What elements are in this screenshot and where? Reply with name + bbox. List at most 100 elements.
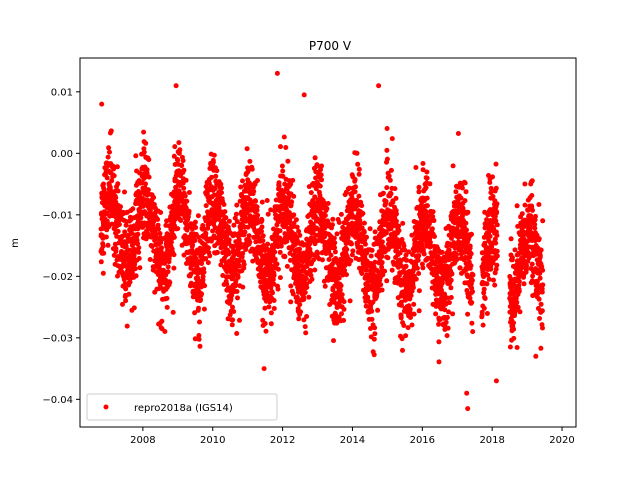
data-point [203, 230, 209, 236]
data-point [325, 201, 331, 206]
data-point [419, 261, 425, 267]
data-point [229, 292, 235, 298]
data-point [260, 238, 266, 244]
data-point [330, 222, 335, 228]
data-point [491, 277, 496, 283]
data-point [111, 166, 117, 172]
data-point [521, 281, 527, 287]
data-point [241, 261, 247, 267]
data-point [234, 289, 240, 294]
data-point [283, 145, 289, 150]
data-point [291, 193, 297, 199]
data-point [268, 310, 274, 316]
data-point [313, 186, 319, 192]
data-point [354, 203, 360, 209]
data-point [210, 159, 216, 165]
data-point [275, 286, 281, 292]
data-point [312, 155, 318, 161]
data-point [363, 290, 368, 296]
data-point [242, 229, 248, 235]
data-point [165, 241, 170, 247]
data-point [359, 203, 365, 209]
data-point [424, 175, 430, 181]
data-point [188, 271, 194, 277]
data-point [136, 256, 142, 261]
data-point [331, 235, 337, 241]
data-point [537, 253, 543, 259]
data-point [115, 228, 121, 234]
data-point [410, 285, 416, 291]
data-point [367, 226, 373, 232]
data-point [321, 217, 326, 223]
data-point [247, 239, 253, 245]
data-point [534, 279, 540, 284]
data-point [105, 154, 111, 160]
data-point [196, 336, 202, 342]
data-point [463, 220, 469, 226]
data-point [493, 185, 499, 191]
data-point [383, 198, 389, 204]
data-point [312, 194, 318, 200]
y-axis: 0.01 0.00 −0.01 −0.02 −0.03 −0.04 [42, 87, 80, 406]
data-point [455, 131, 461, 136]
data-point [354, 197, 360, 203]
data-point [129, 230, 135, 236]
data-point [368, 326, 373, 331]
data-point [488, 185, 494, 191]
data-point [320, 257, 325, 263]
data-point [111, 173, 117, 179]
data-point [274, 261, 280, 267]
data-point [416, 271, 422, 276]
data-point [399, 237, 405, 242]
data-point [484, 311, 490, 316]
data-point [338, 283, 344, 289]
data-point [186, 208, 192, 214]
data-point [540, 282, 546, 288]
data-point [470, 289, 475, 295]
data-point [336, 220, 342, 225]
data-point [538, 247, 544, 253]
data-point [265, 241, 271, 247]
data-point [354, 150, 360, 156]
data-point [470, 329, 476, 335]
data-point [402, 247, 408, 253]
data-point [450, 163, 456, 169]
data-point [107, 149, 112, 155]
data-point [271, 298, 277, 303]
data-point [238, 227, 244, 233]
data-point [212, 186, 218, 192]
data-point [344, 272, 349, 278]
data-point [115, 181, 121, 187]
data-point [446, 300, 452, 306]
data-point [172, 144, 178, 150]
data-point [349, 241, 354, 247]
data-point [284, 238, 290, 244]
data-point [247, 213, 253, 219]
data-point [308, 268, 314, 274]
data-point [449, 271, 455, 277]
data-point [324, 206, 330, 212]
data-point [216, 205, 222, 211]
data-point [524, 263, 530, 269]
data-point [536, 296, 542, 302]
data-point [272, 249, 278, 255]
data-point [318, 172, 324, 178]
data-point [101, 181, 106, 187]
data-point [138, 215, 144, 221]
data-point [155, 217, 161, 222]
data-point [488, 190, 494, 196]
data-point [332, 245, 337, 251]
data-point [156, 226, 161, 232]
data-point [234, 331, 240, 336]
data-point [345, 234, 351, 240]
data-point [173, 83, 179, 89]
data-point [487, 233, 493, 239]
data-point [492, 282, 498, 288]
data-point [336, 275, 342, 281]
data-point [424, 203, 430, 209]
data-point [379, 239, 385, 245]
data-point [348, 258, 354, 264]
data-point [146, 174, 152, 180]
data-point [322, 213, 328, 218]
data-point [254, 204, 260, 210]
